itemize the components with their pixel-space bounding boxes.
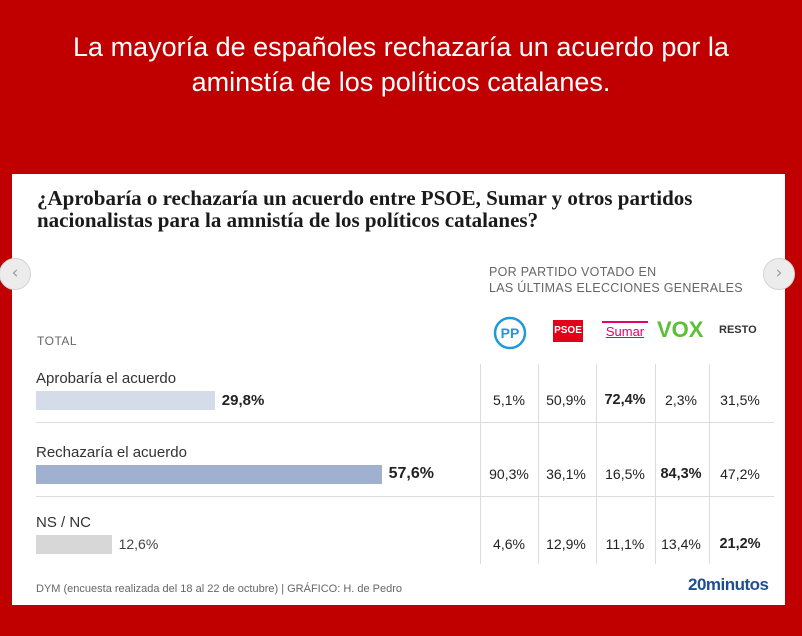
party-value-cell: 5,1% <box>493 392 525 408</box>
source-note: DYM (encuesta realizada del 18 al 22 de … <box>36 583 403 595</box>
headline-line-1: La mayoría de españoles rechazaría un ac… <box>73 32 729 62</box>
total-value-label: 57,6% <box>388 465 434 482</box>
party-value-cell: 90,3% <box>489 466 529 482</box>
party-value-cell: 2,3% <box>665 392 697 408</box>
total-bar <box>36 465 382 484</box>
headline-line-2: aminstía de los políticos catalanes. <box>191 67 611 97</box>
party-value-cell: 36,1% <box>546 466 586 482</box>
column-divider <box>709 364 710 564</box>
party-value-cell: 50,9% <box>546 392 586 408</box>
category-label: Aprobaría el acuerdo <box>36 370 177 387</box>
category-label: NS / NC <box>36 514 92 531</box>
column-divider <box>655 364 656 564</box>
party-value-cell: 47,2% <box>720 466 760 482</box>
party-value-cell: 11,1% <box>605 536 645 552</box>
pp-logo-text: PP <box>501 325 520 341</box>
resto-label: RESTO <box>719 324 757 336</box>
previous-arrow-icon[interactable]: ‹ <box>0 258 31 290</box>
pp-logo: PP <box>493 316 527 350</box>
column-divider <box>596 364 597 564</box>
party-header-line-2: LAS ÚLTIMAS ELECCIONES GENERALES <box>489 281 743 295</box>
party-value-cell: 21,2% <box>719 536 761 552</box>
total-value-label: 12,6% <box>118 536 159 552</box>
column-divider <box>480 364 481 564</box>
chart-card: ¿Aprobaría o rechazaría un acuerdo entre… <box>12 174 785 605</box>
category-label: Rechazaría el acuerdo <box>36 444 187 461</box>
vox-logo: VOX <box>657 317 704 342</box>
row-divider <box>36 422 774 423</box>
party-value-cell: 4,6% <box>493 536 525 552</box>
total-value-label: 29,8% <box>221 392 265 409</box>
headline: La mayoría de españoles rechazaría un ac… <box>0 30 802 100</box>
brand-logo: 20minutos <box>688 575 769 594</box>
party-value-cell: 31,5% <box>720 392 760 408</box>
party-header-line-1: POR PARTIDO VOTADO EN <box>489 265 657 279</box>
chart-title: ¿Aprobaría o rechazaría un acuerdo entre… <box>37 186 693 232</box>
total-bar <box>36 535 112 554</box>
psoe-logo: PSOE <box>553 320 583 342</box>
sumar-logo: Sumar <box>602 315 648 345</box>
party-value-cell: 72,4% <box>604 392 646 408</box>
party-value-cell: 84,3% <box>660 466 702 482</box>
row-divider <box>36 496 774 497</box>
party-value-cell: 16,5% <box>605 466 645 482</box>
next-arrow-icon[interactable]: › <box>763 258 795 290</box>
total-bar <box>36 391 215 410</box>
party-value-cell: 12,9% <box>546 536 586 552</box>
column-divider <box>538 364 539 564</box>
party-header: POR PARTIDO VOTADO EN LAS ÚLTIMAS ELECCI… <box>489 264 779 296</box>
party-value-cell: 13,4% <box>661 536 701 552</box>
total-label: TOTAL <box>37 334 78 348</box>
sumar-logo-text: Sumar <box>605 324 645 339</box>
